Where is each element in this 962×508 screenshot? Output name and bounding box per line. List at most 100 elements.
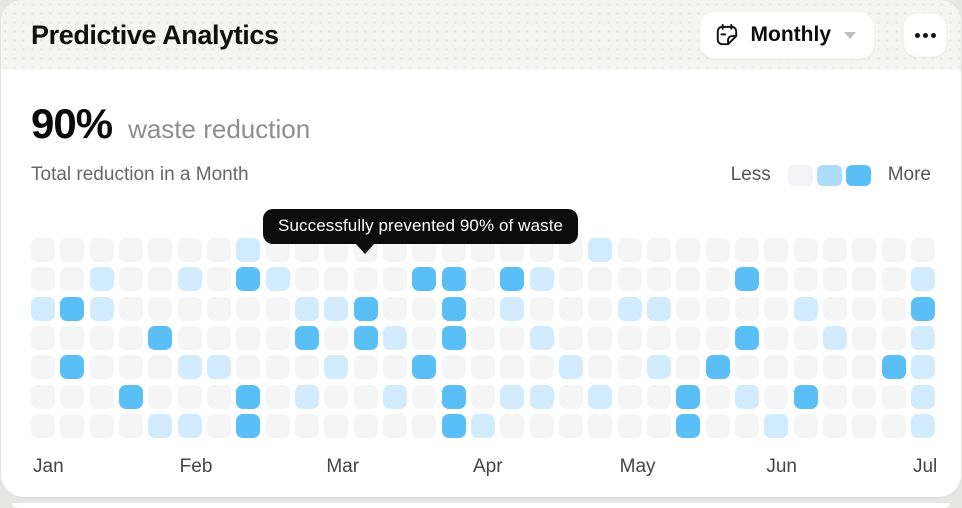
heatmap-cell[interactable] (529, 413, 554, 438)
heatmap-cell[interactable] (236, 413, 261, 438)
heatmap-cell[interactable] (441, 325, 466, 350)
heatmap-cell[interactable] (60, 267, 85, 292)
heatmap-cell[interactable] (294, 413, 319, 438)
heatmap-cell[interactable] (676, 355, 701, 380)
heatmap-cell[interactable] (646, 325, 671, 350)
heatmap-cell[interactable] (793, 384, 818, 409)
heatmap-cell[interactable] (588, 238, 613, 262)
heatmap-cell[interactable] (206, 355, 231, 380)
heatmap-cell[interactable] (89, 384, 114, 409)
heatmap-cell[interactable] (382, 296, 407, 321)
heatmap-cell[interactable] (441, 384, 466, 409)
heatmap-cell[interactable] (617, 384, 642, 409)
heatmap-cell[interactable] (60, 384, 85, 409)
heatmap-cell[interactable] (470, 267, 495, 292)
heatmap-cell[interactable] (588, 267, 613, 292)
heatmap-cell[interactable] (881, 384, 906, 409)
heatmap-cell[interactable] (676, 238, 701, 262)
heatmap-cell[interactable] (60, 413, 85, 438)
heatmap-cell[interactable] (588, 296, 613, 321)
heatmap-cell[interactable] (558, 413, 583, 438)
heatmap-cell[interactable] (500, 325, 525, 350)
heatmap-cell[interactable] (734, 413, 759, 438)
heatmap-cell[interactable] (294, 267, 319, 292)
heatmap-cell[interactable] (441, 413, 466, 438)
more-options-button[interactable] (903, 13, 947, 57)
heatmap-cell[interactable] (60, 355, 85, 380)
heatmap-cell[interactable] (441, 296, 466, 321)
heatmap-cell[interactable] (764, 413, 789, 438)
heatmap-cell[interactable] (236, 355, 261, 380)
heatmap-cell[interactable] (89, 296, 114, 321)
heatmap-cell[interactable] (294, 355, 319, 380)
heatmap-cell[interactable] (881, 267, 906, 292)
heatmap-cell[interactable] (910, 267, 935, 292)
period-selector-button[interactable]: Monthly (698, 11, 875, 59)
heatmap-cell[interactable] (353, 384, 378, 409)
heatmap-cell[interactable] (206, 325, 231, 350)
heatmap-cell[interactable] (470, 296, 495, 321)
heatmap-cell[interactable] (881, 296, 906, 321)
heatmap-cell[interactable] (265, 384, 290, 409)
heatmap-cell[interactable] (177, 384, 202, 409)
heatmap-cell[interactable] (236, 238, 261, 262)
heatmap-cell[interactable] (558, 384, 583, 409)
heatmap-cell[interactable] (910, 384, 935, 409)
heatmap-cell[interactable] (617, 267, 642, 292)
heatmap-cell[interactable] (852, 325, 877, 350)
heatmap-cell[interactable] (500, 296, 525, 321)
heatmap-cell[interactable] (822, 355, 847, 380)
heatmap-cell[interactable] (177, 238, 202, 262)
heatmap-cell[interactable] (265, 296, 290, 321)
heatmap-cell[interactable] (148, 325, 173, 350)
heatmap-cell[interactable] (89, 355, 114, 380)
heatmap-cell[interactable] (265, 413, 290, 438)
heatmap-cell[interactable] (764, 296, 789, 321)
heatmap-cell[interactable] (206, 384, 231, 409)
heatmap-cell[interactable] (324, 296, 349, 321)
heatmap-cell[interactable] (89, 238, 114, 262)
heatmap-cell[interactable] (617, 325, 642, 350)
heatmap-cell[interactable] (764, 384, 789, 409)
heatmap-cell[interactable] (382, 267, 407, 292)
heatmap-cell[interactable] (148, 384, 173, 409)
heatmap-cell[interactable] (646, 267, 671, 292)
heatmap-cell[interactable] (676, 325, 701, 350)
heatmap-cell[interactable] (705, 267, 730, 292)
heatmap-cell[interactable] (617, 355, 642, 380)
heatmap-cell[interactable] (764, 267, 789, 292)
heatmap-cell[interactable] (676, 267, 701, 292)
heatmap-cell[interactable] (294, 384, 319, 409)
heatmap-cell[interactable] (294, 325, 319, 350)
heatmap-cell[interactable] (177, 325, 202, 350)
heatmap-cell[interactable] (206, 296, 231, 321)
heatmap-cell[interactable] (236, 325, 261, 350)
heatmap-cell[interactable] (177, 413, 202, 438)
heatmap-cell[interactable] (822, 384, 847, 409)
heatmap-cell[interactable] (734, 267, 759, 292)
heatmap-cell[interactable] (705, 413, 730, 438)
heatmap-cell[interactable] (31, 413, 55, 438)
heatmap-cell[interactable] (558, 325, 583, 350)
heatmap-cell[interactable] (353, 296, 378, 321)
heatmap-cell[interactable] (734, 325, 759, 350)
heatmap-cell[interactable] (412, 384, 437, 409)
heatmap-cell[interactable] (265, 325, 290, 350)
heatmap-cell[interactable] (294, 296, 319, 321)
heatmap-cell[interactable] (529, 384, 554, 409)
heatmap-cell[interactable] (89, 413, 114, 438)
heatmap-cell[interactable] (676, 296, 701, 321)
heatmap-cell[interactable] (617, 413, 642, 438)
heatmap-cell[interactable] (353, 355, 378, 380)
heatmap-cell[interactable] (148, 355, 173, 380)
heatmap-cell[interactable] (324, 413, 349, 438)
heatmap-cell[interactable] (206, 238, 231, 262)
heatmap-cell[interactable] (382, 413, 407, 438)
heatmap-cell[interactable] (382, 384, 407, 409)
heatmap-cell[interactable] (500, 413, 525, 438)
heatmap-cell[interactable] (646, 296, 671, 321)
heatmap-cell[interactable] (910, 355, 935, 380)
heatmap-cell[interactable] (206, 267, 231, 292)
heatmap-cell[interactable] (31, 384, 55, 409)
heatmap-cell[interactable] (118, 238, 143, 262)
